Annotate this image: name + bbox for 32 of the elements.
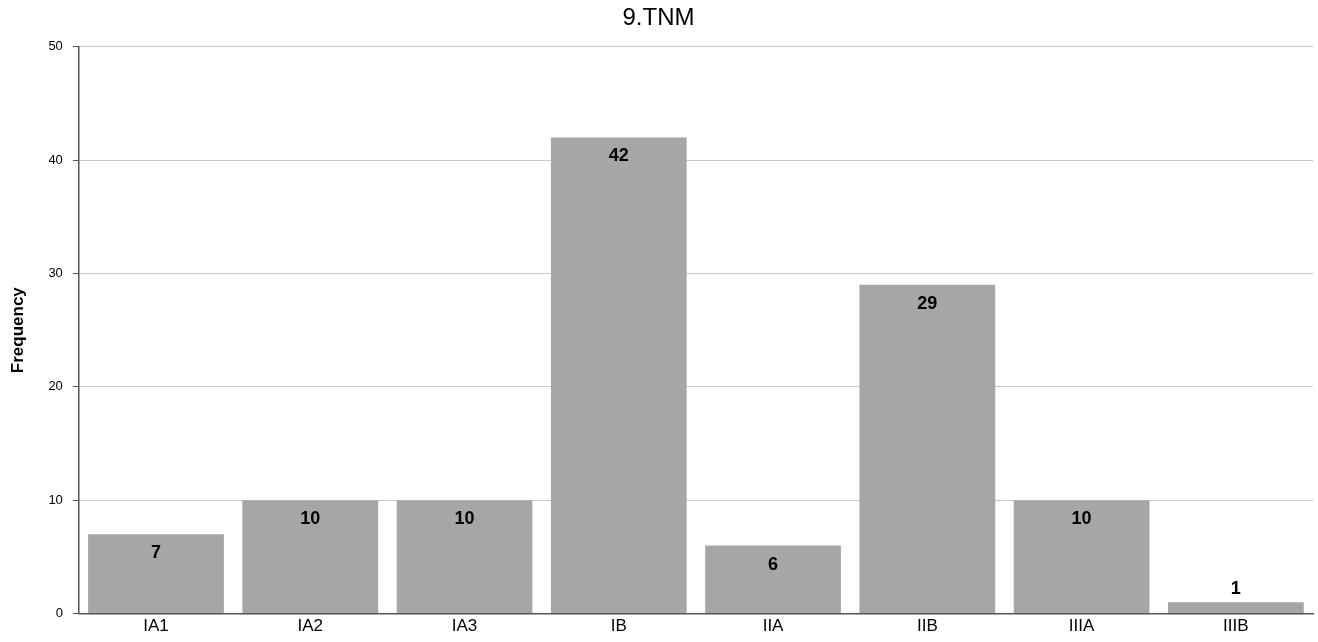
x-tick-label: IIIB xyxy=(1223,616,1249,636)
bar xyxy=(88,534,224,614)
data-label: 42 xyxy=(608,145,629,166)
y-tick-label: 30 xyxy=(48,265,63,281)
data-label: 7 xyxy=(150,542,161,563)
y-tick-label: 20 xyxy=(48,378,63,394)
y-axis-title: Frequency xyxy=(7,286,27,374)
data-label: 10 xyxy=(1071,508,1092,529)
x-tick-label: IA1 xyxy=(143,616,169,636)
x-tick-label: IA3 xyxy=(451,616,478,636)
x-tick-label: IIA xyxy=(762,616,785,636)
y-tick-label: 40 xyxy=(48,151,63,167)
y-tick-label: 0 xyxy=(55,605,63,621)
bar xyxy=(242,500,379,614)
bar xyxy=(396,500,533,614)
data-label: 1 xyxy=(1230,578,1241,599)
x-tick-label: IA2 xyxy=(297,616,324,636)
x-tick-label: IIB xyxy=(916,616,938,636)
y-tick-label: 10 xyxy=(48,491,63,507)
data-label: 29 xyxy=(917,292,938,313)
data-label: 10 xyxy=(300,508,321,529)
bar xyxy=(1167,602,1304,614)
bar xyxy=(1013,500,1150,614)
x-tick-label: IB xyxy=(610,616,627,636)
x-tick-label: IIIA xyxy=(1068,616,1096,636)
data-label: 6 xyxy=(768,553,779,574)
bar xyxy=(705,545,841,614)
y-tick-label: 50 xyxy=(48,38,63,54)
data-label: 10 xyxy=(454,508,475,529)
chart-title: 9.TNM xyxy=(622,3,695,31)
bar xyxy=(550,137,687,614)
bar xyxy=(859,284,996,614)
